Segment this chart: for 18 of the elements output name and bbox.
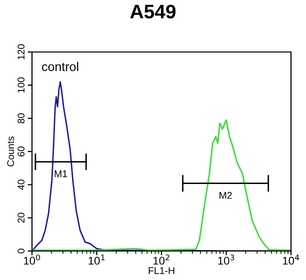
y-axis-title: Counts [7,136,14,166]
y-tick-label: 120 [18,44,25,60]
y-tick-label: 40 [18,180,25,190]
y-tick-label: 100 [18,77,25,93]
annotation: M2 [220,192,232,199]
x-tick-label: 10$^{2}$ [153,254,170,265]
chart-title: A549 [130,4,176,18]
x-tick-label: 10$^{1}$ [88,254,105,265]
annotation: M1 [54,170,68,178]
x-tick-label: 10$^{3}$ [218,254,234,265]
y-tick-label: 20 [18,212,25,223]
y-tick-label: 80 [18,113,25,124]
x-tick-label: 10$^{4}$ [282,254,300,265]
x-tick-label: 10$^{0}$ [24,254,40,265]
y-tick-label: 60 [18,146,25,156]
x-axis-title: FL1-H [148,267,174,274]
annotation: control [42,62,78,72]
y-tick-label: 0 [18,248,25,254]
